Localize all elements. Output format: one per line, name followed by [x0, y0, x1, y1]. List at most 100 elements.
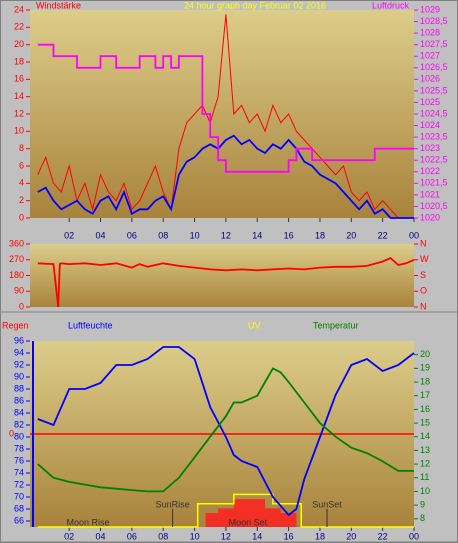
- y-tick-label: 66: [14, 515, 24, 525]
- y-tick-label: 88: [14, 383, 24, 393]
- series-line: [37, 43, 414, 173]
- x-tick-label: 08: [158, 230, 168, 240]
- plot-area: [30, 10, 414, 218]
- annotation: SunRise: [156, 499, 190, 509]
- y2-tick-label: S: [420, 270, 426, 280]
- y2-tick-label: 1029: [420, 4, 440, 14]
- x-tick-label: 16: [284, 230, 294, 240]
- y2-tick-label: 9: [420, 499, 425, 509]
- x-tick-label: 20: [346, 531, 356, 541]
- x-tick-label: 06: [127, 230, 137, 240]
- y2-tick-label: 1022,5: [420, 155, 448, 165]
- y-tick-label: 10: [14, 126, 24, 136]
- x-tick-label: 18: [315, 230, 325, 240]
- y-tick-label: 72: [14, 479, 24, 489]
- y2-tick-label: 1024,5: [420, 108, 448, 118]
- uv-max-line: [37, 493, 414, 528]
- y-tick-label: 86: [14, 395, 24, 405]
- y-tick-label: 80: [14, 431, 24, 441]
- x-tick-label: 00: [409, 230, 419, 240]
- y2-tick-label: 18: [420, 376, 430, 386]
- y-tick-label: 6: [19, 160, 24, 170]
- y2-axis-label: Luftdruck: [372, 0, 410, 10]
- x-tick-label: 22: [378, 230, 388, 240]
- y-tick-label: 14: [14, 91, 24, 101]
- y2-tick-label: 1023: [420, 143, 440, 153]
- y2-tick-label: 1022: [420, 166, 440, 176]
- x-tick-label: 04: [96, 531, 106, 541]
- y2-tick-label: 20: [420, 349, 430, 359]
- y-tick-label: 4: [19, 178, 24, 188]
- y2-tick-label: 1024: [420, 120, 440, 130]
- x-tick-label: 04: [96, 230, 106, 240]
- y-tick-label: 74: [14, 467, 24, 477]
- y-tick-label: 90: [14, 286, 24, 296]
- plot-area: [30, 244, 414, 307]
- y2-tick-label: N: [420, 301, 427, 311]
- y2-tick-label: 1028: [420, 27, 440, 37]
- y2-tick-label: 1027: [420, 51, 440, 61]
- y-tick-label: 68: [14, 503, 24, 513]
- x-tick-label: 14: [252, 531, 262, 541]
- y-tick-label: 76: [14, 455, 24, 465]
- humidity-label: Luftfeuchte: [68, 320, 113, 330]
- series-line: [37, 134, 414, 219]
- temperature-label: Temperatur: [313, 320, 359, 330]
- x-tick-label: 20: [346, 230, 356, 240]
- y2-tick-label: N: [420, 238, 427, 248]
- y-tick-label: 22: [14, 22, 24, 32]
- x-tick-label: 02: [64, 230, 74, 240]
- y2-tick-label: 15: [420, 417, 430, 427]
- y2-tick-label: 1021,5: [420, 178, 448, 188]
- x-tick-label: 10: [190, 230, 200, 240]
- y2-tick-label: 12: [420, 458, 430, 468]
- x-tick-label: 08: [158, 531, 168, 541]
- y2-tick-label: 16: [420, 404, 430, 414]
- wind-pressure-panel: 02468101214161820222410201020,510211021,…: [14, 4, 448, 240]
- y2-tick-label: 14: [420, 431, 430, 441]
- rain-tick-label: 0: [9, 428, 14, 438]
- y-tick-label: 0: [19, 212, 24, 222]
- uv-area: [37, 499, 415, 527]
- x-tick-label: 12: [221, 230, 231, 240]
- y2-tick-label: 1020: [420, 212, 440, 222]
- y2-tick-label: 1023,5: [420, 131, 448, 141]
- y-tick-label: 82: [14, 419, 24, 429]
- annotation: SunSet: [312, 499, 342, 509]
- x-tick-label: 00: [409, 531, 419, 541]
- x-tick-label: 12: [221, 531, 231, 541]
- y2-tick-label: 1026: [420, 74, 440, 84]
- y-tick-label: 20: [14, 39, 24, 49]
- y-tick-label: 92: [14, 359, 24, 369]
- y-tick-label: 8: [19, 143, 24, 153]
- y2-tick-label: 1025,5: [420, 85, 448, 95]
- y2-tick-label: 1021: [420, 189, 440, 199]
- y-tick-label: 18: [14, 56, 24, 66]
- y-tick-label: 2: [19, 195, 24, 205]
- x-tick-label: 14: [252, 230, 262, 240]
- labels: Windstärke 24 hour graph day Februar 02 …: [2, 0, 410, 330]
- y2-tick-label: W: [420, 254, 429, 264]
- y2-tick-label: 1020,5: [420, 201, 448, 211]
- series-line: [37, 256, 415, 308]
- y2-tick-label: 1026,5: [420, 62, 448, 72]
- y-tick-label: 78: [14, 443, 24, 453]
- y2-tick-label: 1027,5: [420, 39, 448, 49]
- y-tick-label: 84: [14, 407, 24, 417]
- y2-tick-label: 1025: [420, 97, 440, 107]
- series-line: [37, 367, 414, 493]
- rain-label: Regen: [2, 320, 29, 330]
- x-tick-label: 02: [64, 531, 74, 541]
- y-tick-label: 90: [14, 371, 24, 381]
- x-tick-label: 10: [190, 531, 200, 541]
- y-axis-label: Windstärke: [36, 0, 81, 10]
- chart-title: 24 hour graph day Februar 02 2016: [184, 0, 326, 10]
- y-tick-label: 360: [9, 238, 24, 248]
- y-tick-label: 24: [14, 4, 24, 14]
- y-tick-label: 180: [9, 270, 24, 280]
- uv-label: UV: [248, 320, 261, 330]
- y-tick-label: 70: [14, 491, 24, 501]
- humidity-temperature-panel: 66 68 70 72 74 76 78 80 82 84 86 88 90 92 94 96 8 9 10 11 12…: [9, 335, 430, 541]
